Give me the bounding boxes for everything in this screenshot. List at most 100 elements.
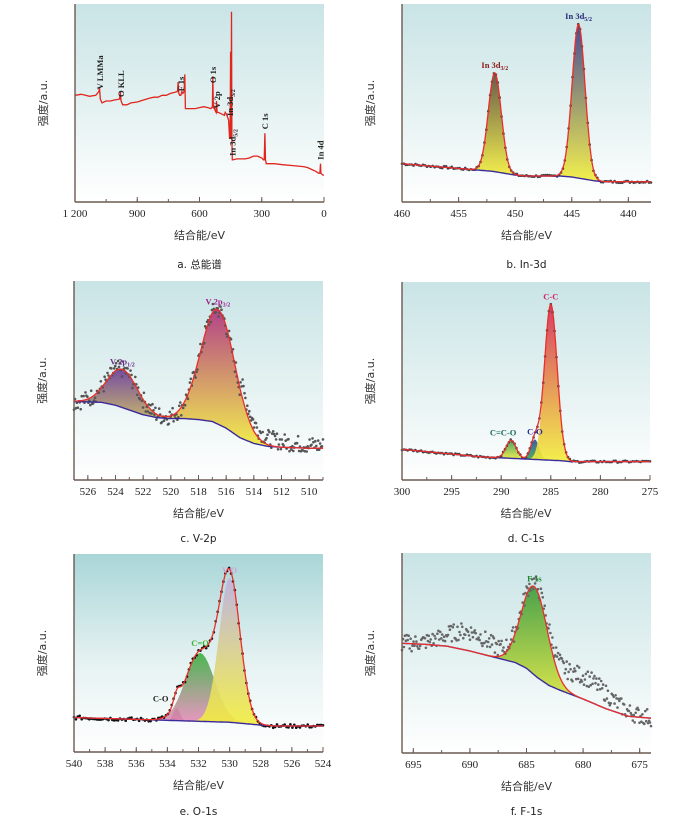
data-point [277, 443, 281, 446]
data-point [605, 697, 609, 700]
data-point [591, 682, 594, 686]
data-point [229, 338, 233, 341]
peak-label: O KLL [116, 70, 126, 97]
data-point [219, 305, 222, 308]
x-tick-label: 540 [66, 758, 83, 770]
data-point [555, 655, 559, 658]
data-point [426, 639, 430, 643]
data-point [450, 640, 454, 643]
data-point [481, 644, 484, 648]
data-point [409, 637, 412, 640]
data-point [636, 706, 639, 710]
data-point [314, 439, 317, 443]
data-point [576, 677, 580, 681]
data-point [275, 432, 279, 436]
data-point [601, 683, 605, 686]
data-point [638, 721, 641, 725]
data-point [117, 365, 121, 369]
data-point [600, 687, 604, 690]
data-point [296, 434, 300, 438]
x-axis-label: 结合能/eV [501, 228, 552, 242]
data-point [188, 381, 192, 384]
data-point [155, 418, 158, 421]
data-point [80, 717, 83, 721]
data-point [469, 626, 473, 629]
data-point [134, 375, 137, 379]
data-point [617, 697, 620, 701]
data-point [120, 375, 124, 378]
data-point [254, 421, 258, 425]
data-point [473, 629, 477, 632]
data-point [592, 677, 595, 680]
x-tick-label: 1 200 [63, 208, 88, 220]
component-fill-c-o [90, 652, 310, 726]
data-point [583, 678, 587, 681]
x-tick-label: 516 [218, 486, 235, 498]
chart-panel-a: V LMMa O KLL F 1s O 1s V 2p In 3d3/2 In 3d5/2 C… [36, 4, 327, 271]
data-point [479, 633, 482, 636]
data-point [628, 704, 632, 707]
plot-background [402, 282, 650, 480]
x-tick-label: 512 [273, 486, 290, 498]
data-point [283, 433, 287, 436]
data-point [644, 719, 648, 723]
x-tick-label: 526 [80, 486, 97, 498]
data-point [162, 419, 166, 423]
data-point [526, 586, 529, 590]
component-fill-v-o [149, 577, 310, 726]
data-point [142, 391, 146, 395]
peak-label: F 1s [176, 76, 186, 91]
data-point [291, 444, 294, 448]
x-tick-label: 524 [107, 486, 124, 498]
data-point [124, 719, 127, 722]
data-point [645, 708, 649, 711]
plot-background [75, 4, 324, 202]
data-point [457, 638, 460, 642]
data-point [440, 633, 444, 636]
data-point [315, 444, 318, 448]
data-point [178, 404, 181, 408]
data-point [186, 397, 190, 401]
data-point [502, 646, 505, 649]
data-point [428, 640, 432, 644]
data-point [648, 721, 652, 724]
data-point [509, 638, 513, 641]
x-tick-label: 518 [190, 486, 207, 498]
data-point [492, 637, 496, 640]
data-point [618, 699, 621, 703]
data-point [130, 716, 133, 719]
data-point [581, 674, 585, 677]
data-point [442, 635, 446, 639]
data-point [505, 638, 508, 642]
x-axis-label: 结合能/eV [174, 228, 225, 242]
chart-panel-e: C-O C=O V-O 540 538 536 534 532 530 528 526 524 结合能/… [35, 554, 332, 818]
data-point [217, 315, 220, 318]
data-point [248, 409, 251, 413]
x-tick-label: 675 [631, 759, 648, 771]
data-point [199, 342, 202, 346]
data-point [580, 680, 584, 683]
x-tick-label: 514 [246, 486, 263, 498]
data-point [496, 653, 500, 657]
peak-label: In 3d5/2 [228, 129, 240, 156]
data-point [116, 719, 120, 722]
data-point [251, 418, 255, 421]
data-point [478, 638, 481, 642]
data-point [490, 643, 494, 646]
x-tick-label: 520 [163, 486, 180, 498]
data-point [413, 644, 416, 647]
data-point [562, 661, 566, 665]
plot-background [402, 4, 651, 202]
data-point [140, 399, 144, 403]
data-point [576, 664, 579, 668]
data-point [598, 687, 602, 691]
data-point [571, 679, 574, 683]
data-point [429, 638, 433, 641]
data-point [402, 645, 406, 649]
data-point [616, 706, 619, 709]
y-axis-label: 强度/a.u. [363, 80, 377, 126]
component-fill-in-3d5-2 [529, 24, 628, 182]
data-point [414, 635, 417, 638]
y-axis-label: 强度/a.u. [35, 357, 49, 403]
